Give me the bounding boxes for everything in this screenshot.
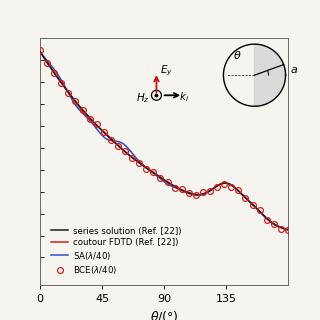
BCE($\lambda$/40) — [166, 180, 170, 184]
BCE($\lambda$/40) — [215, 185, 219, 189]
SA($\lambda$/40) — [208, 188, 212, 192]
BCE($\lambda$/40) — [236, 188, 240, 192]
Text: $k_i$: $k_i$ — [179, 90, 189, 104]
BCE($\lambda$/40) — [158, 176, 162, 180]
SA($\lambda$/40) — [236, 188, 240, 192]
BCE($\lambda$/40) — [173, 186, 177, 189]
coutour FDTD (Ref. [22]) — [147, 167, 151, 171]
Legend: series solution (Ref. [22]), coutour FDTD (Ref. [22]), SA($\lambda$/40), BCE($\l: series solution (Ref. [22]), coutour FDT… — [49, 225, 183, 278]
Line: coutour FDTD (Ref. [22]): coutour FDTD (Ref. [22]) — [40, 52, 288, 230]
series solution (Ref. [22]) — [138, 162, 142, 166]
coutour FDTD (Ref. [22]) — [63, 86, 67, 90]
BCE($\lambda$/40) — [151, 171, 155, 174]
coutour FDTD (Ref. [22]) — [236, 188, 240, 192]
BCE($\lambda$/40) — [52, 71, 56, 75]
BCE($\lambda$/40) — [102, 130, 106, 134]
BCE($\lambda$/40) — [67, 91, 70, 95]
BCE($\lambda$/40) — [95, 122, 99, 126]
BCE($\lambda$/40) — [38, 48, 42, 52]
coutour FDTD (Ref. [22]) — [208, 188, 212, 192]
BCE($\lambda$/40) — [229, 185, 233, 189]
Text: $a$: $a$ — [290, 65, 298, 75]
BCE($\lambda$/40) — [109, 138, 113, 141]
BCE($\lambda$/40) — [116, 144, 120, 148]
BCE($\lambda$/40) — [208, 189, 212, 193]
series solution (Ref. [22]) — [147, 168, 151, 172]
BCE($\lambda$/40) — [222, 182, 226, 186]
series solution (Ref. [22]) — [231, 185, 235, 188]
Text: $\theta$: $\theta$ — [233, 49, 242, 61]
BCE($\lambda$/40) — [59, 81, 63, 84]
BCE($\lambda$/40) — [130, 156, 134, 160]
SA($\lambda$/40) — [231, 185, 235, 188]
series solution (Ref. [22]) — [286, 228, 290, 232]
coutour FDTD (Ref. [22]) — [286, 228, 290, 232]
SA($\lambda$/40) — [138, 161, 142, 164]
BCE($\lambda$/40) — [265, 218, 269, 222]
BCE($\lambda$/40) — [187, 191, 191, 195]
Line: SA($\lambda$/40): SA($\lambda$/40) — [40, 52, 288, 230]
BCE($\lambda$/40) — [137, 161, 141, 165]
BCE($\lambda$/40) — [144, 167, 148, 171]
coutour FDTD (Ref. [22]) — [231, 185, 235, 188]
BCE($\lambda$/40) — [123, 149, 127, 153]
BCE($\lambda$/40) — [74, 99, 77, 103]
BCE($\lambda$/40) — [45, 61, 49, 65]
series solution (Ref. [22]) — [38, 50, 42, 53]
Line: BCE($\lambda$/40): BCE($\lambda$/40) — [37, 47, 291, 233]
Text: $E_y$: $E_y$ — [160, 64, 172, 78]
SA($\lambda$/40) — [63, 85, 67, 89]
BCE($\lambda$/40) — [286, 228, 290, 232]
series solution (Ref. [22]) — [63, 86, 67, 90]
BCE($\lambda$/40) — [251, 203, 254, 207]
Line: series solution (Ref. [22]): series solution (Ref. [22]) — [40, 52, 288, 230]
SA($\lambda$/40) — [38, 50, 42, 53]
Text: $H_z$: $H_z$ — [136, 92, 150, 105]
Polygon shape — [254, 44, 285, 106]
X-axis label: $\theta$/(°): $\theta$/(°) — [150, 309, 178, 320]
SA($\lambda$/40) — [286, 228, 290, 232]
BCE($\lambda$/40) — [201, 190, 205, 194]
BCE($\lambda$/40) — [180, 187, 184, 190]
coutour FDTD (Ref. [22]) — [38, 50, 42, 53]
series solution (Ref. [22]) — [236, 188, 240, 192]
BCE($\lambda$/40) — [244, 196, 247, 200]
series solution (Ref. [22]) — [208, 188, 212, 192]
coutour FDTD (Ref. [22]) — [138, 162, 142, 165]
BCE($\lambda$/40) — [81, 108, 84, 112]
BCE($\lambda$/40) — [258, 209, 261, 212]
BCE($\lambda$/40) — [88, 117, 92, 121]
BCE($\lambda$/40) — [279, 228, 283, 231]
SA($\lambda$/40) — [147, 168, 151, 172]
BCE($\lambda$/40) — [272, 221, 276, 225]
BCE($\lambda$/40) — [194, 193, 198, 197]
